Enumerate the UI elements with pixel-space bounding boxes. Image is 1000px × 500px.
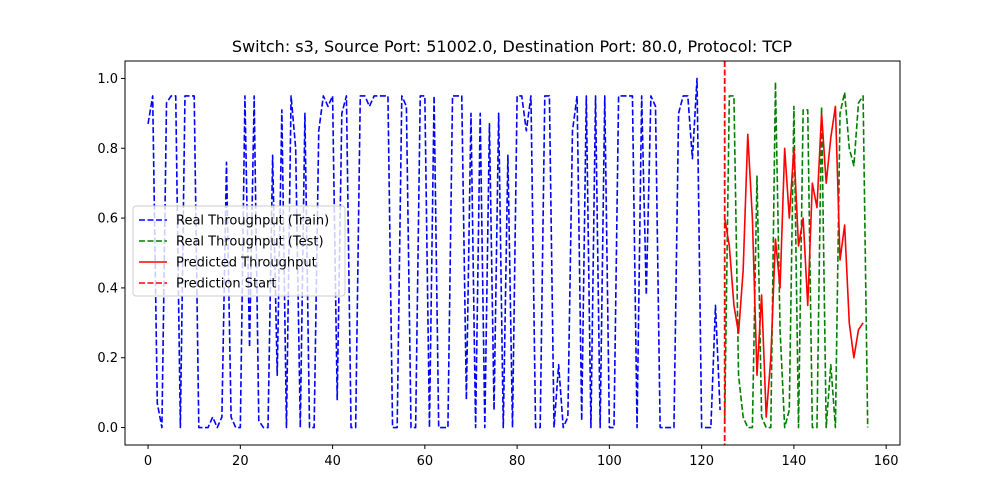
y-tick-label: 1.0 <box>97 72 118 87</box>
x-tick-label: 160 <box>874 454 899 469</box>
legend-box <box>132 205 346 297</box>
y-tick-label: 0.2 <box>97 351 118 366</box>
legend-label: Real Throughput (Test) <box>176 235 324 250</box>
legend-label: Real Throughput (Train) <box>176 214 329 229</box>
y-tick-label: 0.4 <box>97 281 118 296</box>
x-tick-label: 100 <box>597 454 622 469</box>
x-tick-label: 120 <box>689 454 714 469</box>
legend-label: Predicted Throughput <box>176 256 317 271</box>
x-tick-label: 20 <box>232 454 249 469</box>
y-tick-label: 0.0 <box>97 421 118 436</box>
x-tick-label: 140 <box>781 454 806 469</box>
legend-label: Prediction Start <box>176 277 276 292</box>
series-line-1 <box>723 81 869 429</box>
plot-frame <box>124 60 901 446</box>
x-tick-label: 60 <box>417 454 434 469</box>
y-tick-label: 0.6 <box>97 212 118 227</box>
x-tick-label: 0 <box>144 454 152 469</box>
chart-title: Switch: s3, Source Port: 51002.0, Destin… <box>232 37 792 56</box>
x-tick-label: 40 <box>324 454 341 469</box>
x-tick-label: 80 <box>509 454 526 469</box>
y-tick-label: 0.8 <box>97 142 118 157</box>
y-axis: 0.0 0.2 0.4 0.6 0.8 1.0 <box>97 72 125 436</box>
legend: Real Throughput (Train) Real Throughput (… <box>132 205 346 297</box>
series-line-2 <box>723 105 864 418</box>
x-axis: 0 20 40 60 80 100 120 140 160 <box>144 445 899 469</box>
